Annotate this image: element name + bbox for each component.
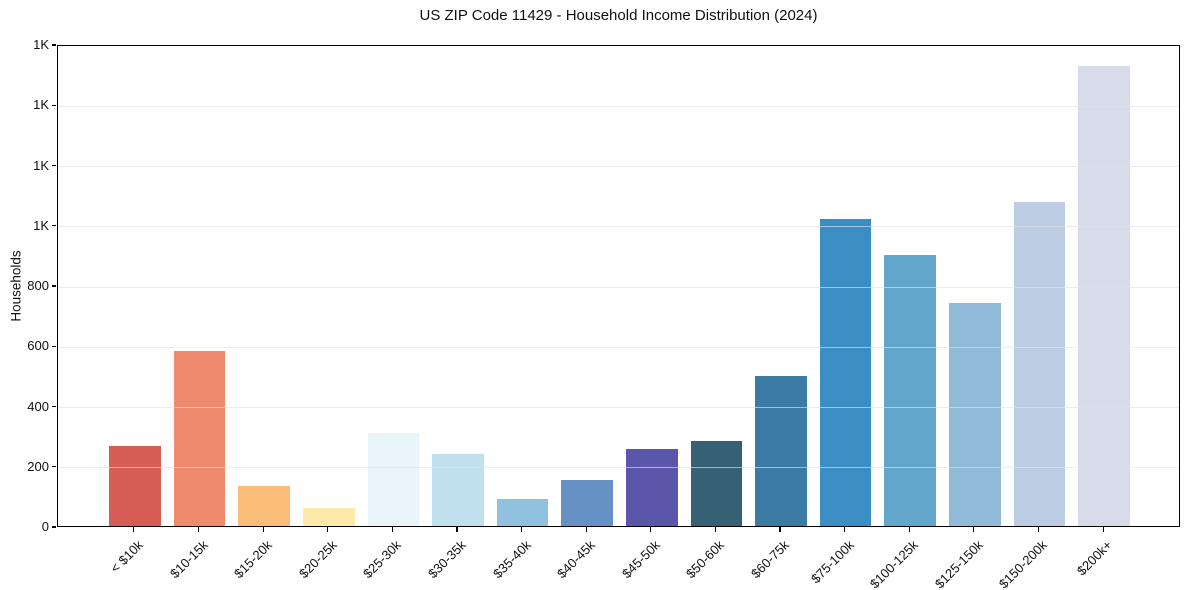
x-tick-label: < $10k — [107, 537, 146, 576]
y-tick-label: 1K — [33, 97, 49, 113]
y-tick-mark — [51, 225, 56, 227]
x-tick-label: $40-45k — [554, 537, 599, 582]
y-tick-label: 200 — [27, 458, 49, 474]
x-tick-mark — [327, 527, 329, 532]
y-tick-label: 400 — [27, 398, 49, 414]
x-tick-label: $15-20k — [231, 537, 276, 582]
x-tick-label: $10-15k — [166, 537, 211, 582]
x-tick-mark — [456, 527, 458, 532]
x-tick-mark — [779, 527, 781, 532]
x-tick-mark — [1037, 527, 1040, 532]
gridline — [58, 467, 1179, 469]
x-tick-label: $50-60k — [683, 537, 728, 582]
y-tick-mark — [51, 285, 56, 287]
bar — [109, 445, 161, 526]
y-tick-mark — [51, 345, 56, 347]
y-tick-mark — [51, 466, 56, 468]
x-tick-mark — [133, 527, 135, 532]
y-tick-label: 600 — [27, 338, 49, 354]
x-tick-mark — [197, 527, 200, 532]
y-tick-mark — [51, 104, 56, 106]
bar — [755, 375, 807, 526]
y-tick-label: 1K — [33, 37, 49, 52]
bar — [173, 351, 226, 526]
bar — [496, 498, 549, 526]
y-tick-label: 1K — [33, 217, 49, 233]
x-tick-mark — [520, 527, 523, 532]
x-tick-mark — [908, 527, 910, 532]
plot-area — [57, 45, 1180, 527]
bar — [302, 507, 355, 526]
x-tick-label: $75-100k — [807, 537, 857, 587]
x-tick-label: $25-30k — [360, 537, 405, 582]
x-tick-mark — [1102, 527, 1104, 532]
bar — [432, 454, 484, 526]
y-tick-label: 1K — [33, 157, 49, 173]
y-tick-mark — [51, 405, 56, 408]
bar — [690, 440, 743, 526]
gridline — [58, 166, 1179, 167]
x-tick-label: $30-35k — [425, 537, 469, 582]
y-tick-label: 0 — [41, 519, 49, 534]
gridline — [58, 407, 1179, 408]
gridline — [58, 286, 1179, 288]
y-tick-mark — [51, 44, 56, 46]
y-tick-label: 800 — [27, 278, 49, 293]
x-tick-mark — [973, 527, 975, 532]
x-tick-mark — [844, 527, 846, 532]
chart-title: US ZIP Code 11429 - Household Income Dis… — [419, 7, 818, 24]
bar — [949, 302, 1001, 526]
bar — [561, 479, 614, 526]
y-tick-mark — [51, 526, 56, 528]
bar — [1013, 202, 1066, 526]
bar — [819, 218, 872, 526]
x-tick-label: $20-25k — [295, 537, 340, 582]
x-tick-label: $150-200k — [996, 537, 1051, 590]
x-tick-mark — [391, 527, 393, 532]
bar — [625, 448, 678, 526]
x-tick-label: $200k+ — [1073, 537, 1115, 579]
bar — [1078, 66, 1130, 526]
x-tick-mark — [585, 527, 587, 532]
x-tick-mark — [714, 527, 716, 532]
bar — [367, 432, 420, 526]
x-tick-mark — [262, 527, 264, 532]
x-tick-label: $60-75k — [748, 537, 792, 582]
gridline — [58, 105, 1179, 107]
x-tick-label: $100-125k — [867, 537, 922, 590]
bar — [238, 485, 290, 526]
gridline — [58, 346, 1179, 348]
x-tick-mark — [650, 527, 652, 532]
gridline — [58, 226, 1179, 228]
x-tick-label: $45-50k — [618, 537, 663, 582]
y-tick-mark — [51, 164, 56, 167]
bar — [884, 255, 937, 526]
x-tick-label: $35-40k — [489, 537, 534, 582]
x-tick-label: $125-150k — [931, 537, 986, 590]
